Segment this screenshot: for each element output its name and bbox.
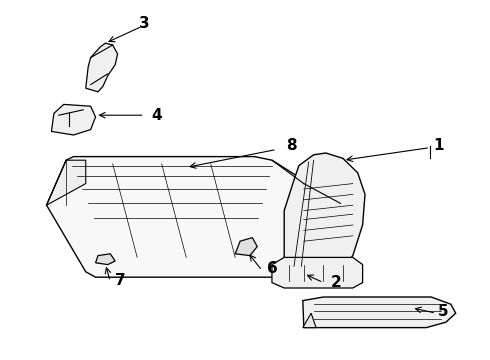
Polygon shape xyxy=(47,160,86,205)
Polygon shape xyxy=(96,254,115,265)
Polygon shape xyxy=(47,157,341,277)
Polygon shape xyxy=(272,257,363,288)
Text: 3: 3 xyxy=(139,16,150,31)
Polygon shape xyxy=(303,313,316,328)
Text: 1: 1 xyxy=(433,138,444,153)
Text: 6: 6 xyxy=(267,261,277,276)
Polygon shape xyxy=(235,238,257,256)
Text: 2: 2 xyxy=(330,275,341,290)
Polygon shape xyxy=(51,104,96,135)
Text: 8: 8 xyxy=(286,138,297,153)
Text: 4: 4 xyxy=(151,108,162,123)
Text: 5: 5 xyxy=(438,304,449,319)
Polygon shape xyxy=(86,43,118,92)
Text: 7: 7 xyxy=(115,273,125,288)
Polygon shape xyxy=(303,297,456,328)
Polygon shape xyxy=(284,153,365,268)
